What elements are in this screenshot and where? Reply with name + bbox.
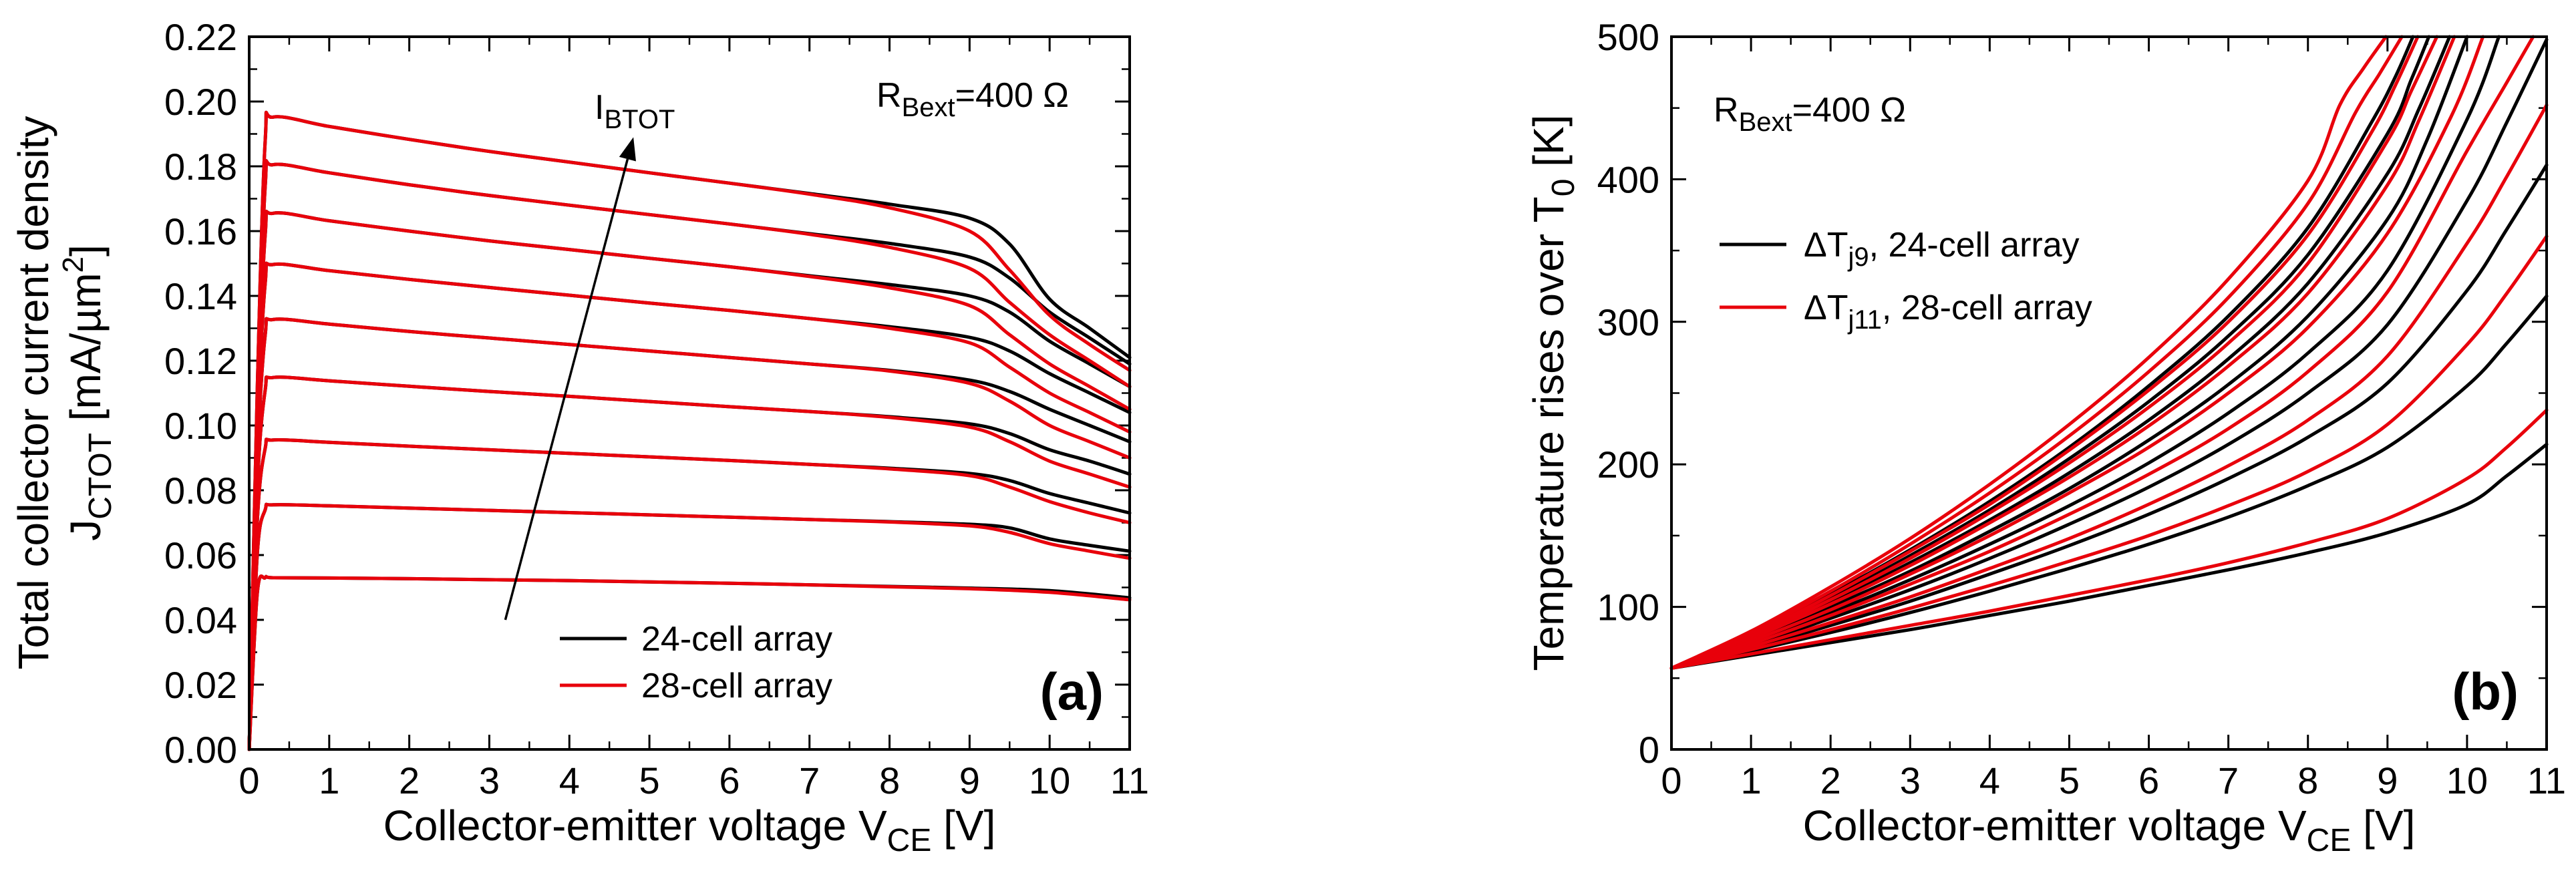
x-tick-label: 7 <box>799 759 820 802</box>
panel-a-arrow-label: IBTOT <box>595 88 675 134</box>
x-tick-label: 9 <box>2377 759 2398 802</box>
red-series-curve-9 <box>247 110 1132 751</box>
y-tick-label: 0.10 <box>164 405 237 447</box>
y-tick-label: 0 <box>1639 729 1659 771</box>
y-tick-label: 0.20 <box>164 81 237 123</box>
legend-label-dtj11: ΔTj11, 28-cell array <box>1804 289 2092 335</box>
y-tick-label: 200 <box>1597 444 1659 486</box>
y-tick-label: 300 <box>1597 301 1659 343</box>
red-series-curve-3 <box>1669 103 2549 670</box>
y-tick-label: 0.00 <box>164 729 237 771</box>
x-tick-label: 10 <box>2446 759 2488 802</box>
panel-b-y-axis-label: Temperature rises over T0 [K] <box>1524 115 1581 671</box>
x-tick-label: 2 <box>1820 759 1841 802</box>
x-tick-label: 3 <box>1900 759 1921 802</box>
red-series-curve-6 <box>1669 35 2456 670</box>
black-series-curve-3 <box>1669 163 2549 670</box>
panel-a-arrowhead <box>619 137 636 162</box>
x-tick-label: 2 <box>399 759 420 802</box>
black-series-curve-5 <box>1669 35 2501 670</box>
red-series-curve-2 <box>247 502 1132 751</box>
y-tick-label: 500 <box>1597 16 1659 58</box>
red-series-curve-4 <box>1669 35 2535 670</box>
x-tick-label: 6 <box>719 759 740 802</box>
y-tick-label: 0.14 <box>164 275 237 317</box>
panel-a-plot-frame <box>248 35 1131 751</box>
panel-a-legend: 24-cell array 28-cell array <box>560 620 832 705</box>
red-series-curve-8 <box>1669 35 2420 670</box>
y-tick-label: 0.22 <box>164 16 237 58</box>
red-series-curve-1 <box>1669 408 2549 670</box>
y-tick-label: 0.06 <box>164 534 237 576</box>
panel-a-tag: (a) <box>1040 662 1104 721</box>
panel-a-rbext-annotation: RBext=400 Ω <box>876 76 1069 122</box>
red-series-curve-4 <box>247 375 1132 751</box>
black-series-curve-1 <box>1669 442 2549 670</box>
x-tick-label: 0 <box>1661 759 1681 802</box>
red-series-curve-9 <box>1669 35 2404 670</box>
red-series-curve-5 <box>247 317 1132 751</box>
panel-b-tag: (b) <box>2452 662 2519 721</box>
x-tick-label: 8 <box>2297 759 2318 802</box>
black-series-curve-6 <box>1669 35 2469 670</box>
panel-b-x-axis-label: Collector-emitter voltage VCE [V] <box>1803 802 2416 858</box>
x-tick-label: 1 <box>319 759 339 802</box>
panel-a-curves <box>247 110 1132 751</box>
red-series-curve-6 <box>247 261 1132 751</box>
panel-b-x-tick-labels: 0 1 2 3 4 5 6 7 8 9 10 11 <box>1661 759 2566 802</box>
red-series-curve-5 <box>1669 35 2485 670</box>
legend-label-24cell: 24-cell array <box>641 620 832 659</box>
red-series-curve-2 <box>1669 234 2549 670</box>
red-series-curve-10 <box>1669 35 2388 670</box>
panel-a-x-tick-labels: 0 1 2 3 4 5 6 7 8 9 10 11 <box>238 759 1149 802</box>
red-series-curve-8 <box>247 159 1132 751</box>
y-tick-label: 0.08 <box>164 470 237 512</box>
panel-a-ibtot-arrow <box>504 158 629 621</box>
y-tick-label: 400 <box>1597 158 1659 200</box>
y-tick-label: 0.16 <box>164 210 237 252</box>
y-tick-label: 0.02 <box>164 664 237 706</box>
x-tick-label: 5 <box>639 759 660 802</box>
red-series-curve-1 <box>247 574 1132 751</box>
x-tick-label: 0 <box>238 759 259 802</box>
x-tick-label: 6 <box>2138 759 2159 802</box>
x-tick-label: 8 <box>879 759 900 802</box>
x-tick-label: 10 <box>1029 759 1070 802</box>
y-tick-label: 0.12 <box>164 340 237 382</box>
black-series-curve-8 <box>247 159 1132 751</box>
panel-b-plot-frame <box>1670 35 2548 751</box>
x-tick-label: 9 <box>959 759 980 802</box>
black-series-curve-2 <box>1669 294 2549 670</box>
panel-b-chart: 0 1 2 3 4 5 6 7 8 9 10 11 0 100 200 300 400 500 Collecto… <box>1524 16 2566 858</box>
panel-a-y-axis-label-line2: JCTOT [mA/µm2] <box>57 244 118 541</box>
x-tick-label: 3 <box>479 759 500 802</box>
panel-a-y-axis-label-line1: Total collector current density <box>9 116 57 670</box>
panel-a-x-axis-label: Collector-emitter voltage VCE [V] <box>383 802 996 858</box>
y-tick-label: 0.18 <box>164 146 237 188</box>
panel-b-rbext-annotation: RBext=400 Ω <box>1714 91 1906 137</box>
panel-b-curves <box>1669 35 2549 670</box>
red-series-curve-3 <box>247 437 1132 751</box>
x-tick-label: 5 <box>2059 759 2080 802</box>
y-tick-label: 0.04 <box>164 599 237 641</box>
panel-a-chart: 0 1 2 3 4 5 6 7 8 9 10 11 0.000.020.040.060.080.100… <box>9 16 1149 858</box>
legend-label-dtj9: ΔTj9, 24-cell array <box>1804 226 2080 272</box>
panel-b-y-tick-labels: 0 100 200 300 400 500 <box>1597 16 1659 771</box>
x-tick-label: 4 <box>559 759 580 802</box>
x-tick-label: 7 <box>2218 759 2239 802</box>
panel-a-y-tick-labels: 0.00 0.02 0.04 0.06 0.08 0.10 0.12 0.14 0.16 0.18… <box>164 16 237 771</box>
legend-label-28cell: 28-cell array <box>641 667 832 705</box>
black-series-curve-4 <box>1669 37 2549 670</box>
x-tick-label: 1 <box>1741 759 1762 802</box>
panel-a-y-axis-label: Total collector current density JCTOT [m… <box>9 116 118 670</box>
black-series-curve-1 <box>247 574 1132 751</box>
panel-b-legend: ΔTj9, 24-cell array ΔTj11, 28-cell array <box>1720 226 2092 335</box>
red-series-curve-7 <box>1669 35 2439 670</box>
x-tick-label: 11 <box>1110 759 1149 802</box>
x-tick-label: 4 <box>1979 759 2000 802</box>
y-tick-label: 100 <box>1597 586 1659 629</box>
x-tick-label: 11 <box>2527 759 2566 802</box>
